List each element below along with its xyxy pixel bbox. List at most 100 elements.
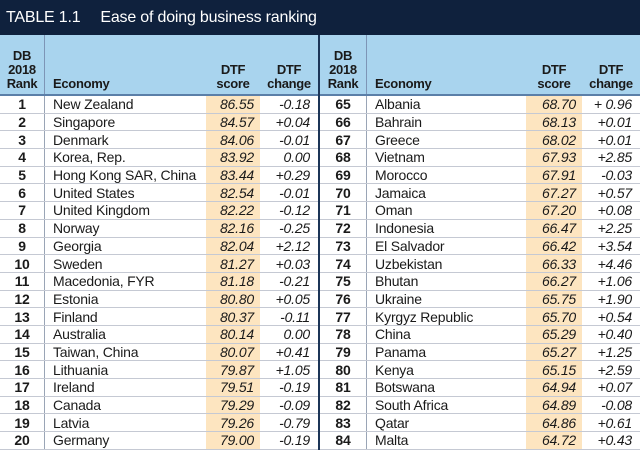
rank-cell: 68 xyxy=(320,148,367,167)
header-line: DTF xyxy=(598,62,624,77)
dtf-score-cell: 79.87 xyxy=(206,360,260,379)
dtf-score-cell: 79.29 xyxy=(206,396,260,415)
dtf-score-cell: 64.89 xyxy=(526,396,582,415)
economy-header: Economy xyxy=(366,35,526,96)
header-line: DB xyxy=(333,48,353,63)
dtf-change-cell: +0.40 xyxy=(582,325,640,344)
dtf-change-cell: -0.08 xyxy=(582,396,640,415)
economy-cell: Jamaica xyxy=(366,183,526,203)
table-row: 67 Greece 68.02 +0.01 xyxy=(320,130,640,150)
economy-cell: Panama xyxy=(366,343,526,362)
dtf-score-cell: 80.07 xyxy=(206,343,260,362)
dtf-score-cell: 65.29 xyxy=(526,325,582,344)
economy-cell: Taiwan, China xyxy=(44,343,206,362)
dtf-score-cell: 65.15 xyxy=(526,360,582,379)
rank-cell: 77 xyxy=(320,307,367,326)
dtf-score-cell: 82.22 xyxy=(206,201,260,220)
table-row: 80 Kenya 65.15 +2.59 xyxy=(320,360,640,379)
rank-cell: 19 xyxy=(0,413,45,433)
dtf-score-cell: 66.33 xyxy=(526,254,582,273)
dtf-change-cell: +1.05 xyxy=(260,360,318,379)
dtf-score-cell: 67.20 xyxy=(526,201,582,220)
table-row: 75 Bhutan 66.27 +1.06 xyxy=(320,272,640,291)
dtf-score-cell: 66.27 xyxy=(526,272,582,291)
dtf-score-cell: 84.06 xyxy=(206,130,260,150)
table-row: 83 Qatar 64.86 +0.61 xyxy=(320,413,640,433)
economy-cell: Oman xyxy=(366,201,526,220)
table-row: 16 Lithuania 79.87 +1.05 xyxy=(0,360,318,379)
dtf-change-cell: -0.25 xyxy=(260,219,318,238)
rank-header: DB 2018 Rank xyxy=(0,35,45,96)
rank-cell: 83 xyxy=(320,413,367,433)
table-row: 13 Finland 80.37 -0.11 xyxy=(0,307,318,326)
economy-cell: Singapore xyxy=(44,113,206,132)
table-row: 79 Panama 65.27 +1.25 xyxy=(320,343,640,362)
dtf-change-cell: -0.01 xyxy=(260,130,318,150)
rank-cell: 15 xyxy=(0,343,45,362)
dtf-change-cell: -0.09 xyxy=(260,396,318,415)
dtf-score-cell: 81.27 xyxy=(206,254,260,273)
economy-cell: Greece xyxy=(366,130,526,150)
right-table-body: 65 Albania 68.70 + 0.96 66 Bahrain 68.13 +0.01 6… xyxy=(320,95,640,450)
economy-cell: Canada xyxy=(44,396,206,415)
dtf-score-cell: 79.00 xyxy=(206,431,260,450)
dtf-change-cell: + 0.96 xyxy=(582,95,640,114)
dtf-change-cell: +0.61 xyxy=(582,413,640,433)
economy-cell: Norway xyxy=(44,219,206,238)
dtf-change-cell: +0.01 xyxy=(582,130,640,150)
economy-cell: Kyrgyz Republic xyxy=(366,307,526,326)
economy-cell: Albania xyxy=(366,95,526,114)
rank-cell: 13 xyxy=(0,307,45,326)
rank-cell: 73 xyxy=(320,237,367,256)
rank-cell: 18 xyxy=(0,396,45,415)
header-line: 2018 xyxy=(329,62,357,77)
table-row: 6 United States 82.54 -0.01 xyxy=(0,183,318,203)
header-line: score xyxy=(537,76,571,91)
dtf-change-cell: +0.29 xyxy=(260,166,318,185)
table-row: 4 Korea, Rep. 83.92 0.00 xyxy=(0,148,318,167)
dtf-score-cell: 80.37 xyxy=(206,307,260,326)
table-title: TABLE 1.1 Ease of doing business ranking xyxy=(0,0,640,35)
dtf-score-cell: 79.51 xyxy=(206,378,260,397)
table-row: 76 Ukraine 65.75 +1.90 xyxy=(320,290,640,309)
header-line: Rank xyxy=(6,76,38,91)
rank-cell: 70 xyxy=(320,183,367,203)
dtf-change-cell: +2.85 xyxy=(582,148,640,167)
rank-cell: 82 xyxy=(320,396,367,415)
dtf-change-cell: -0.12 xyxy=(260,201,318,220)
table-title-text: Ease of doing business ranking xyxy=(100,8,317,26)
economy-cell: Qatar xyxy=(366,413,526,433)
table-row: 1 New Zealand 86.55 -0.18 xyxy=(0,95,318,114)
economy-cell: Malta xyxy=(366,431,526,450)
dtf-change-cell: +2.25 xyxy=(582,219,640,238)
economy-cell: Uzbekistan xyxy=(366,254,526,273)
rank-cell: 84 xyxy=(320,431,367,450)
rank-cell: 17 xyxy=(0,378,45,397)
dtf-score-cell: 65.70 xyxy=(526,307,582,326)
economy-cell: Latvia xyxy=(44,413,206,433)
economy-cell: Indonesia xyxy=(366,219,526,238)
rank-cell: 7 xyxy=(0,201,45,220)
rank-cell: 5 xyxy=(0,166,45,185)
economy-cell: Estonia xyxy=(44,290,206,309)
rank-cell: 78 xyxy=(320,325,367,344)
rank-cell: 80 xyxy=(320,360,367,379)
header-row: DB 2018 Rank Economy DTF score DTF change xyxy=(320,35,640,96)
economy-cell: Lithuania xyxy=(44,360,206,379)
economy-cell: United Kingdom xyxy=(44,201,206,220)
dtf-score-header: DTF score xyxy=(206,35,260,96)
table-row: 9 Georgia 82.04 +2.12 xyxy=(0,237,318,256)
rank-cell: 66 xyxy=(320,113,367,132)
rank-cell: 10 xyxy=(0,254,45,273)
rank-cell: 9 xyxy=(0,237,45,256)
rank-cell: 74 xyxy=(320,254,367,273)
dtf-change-cell: +0.43 xyxy=(582,431,640,450)
rank-cell: 14 xyxy=(0,325,45,344)
dtf-change-cell: +1.06 xyxy=(582,272,640,291)
table-row: 72 Indonesia 66.47 +2.25 xyxy=(320,219,640,238)
economy-cell: China xyxy=(366,325,526,344)
rank-cell: 11 xyxy=(0,272,45,291)
dtf-score-cell: 82.54 xyxy=(206,183,260,203)
table-row: 65 Albania 68.70 + 0.96 xyxy=(320,95,640,114)
